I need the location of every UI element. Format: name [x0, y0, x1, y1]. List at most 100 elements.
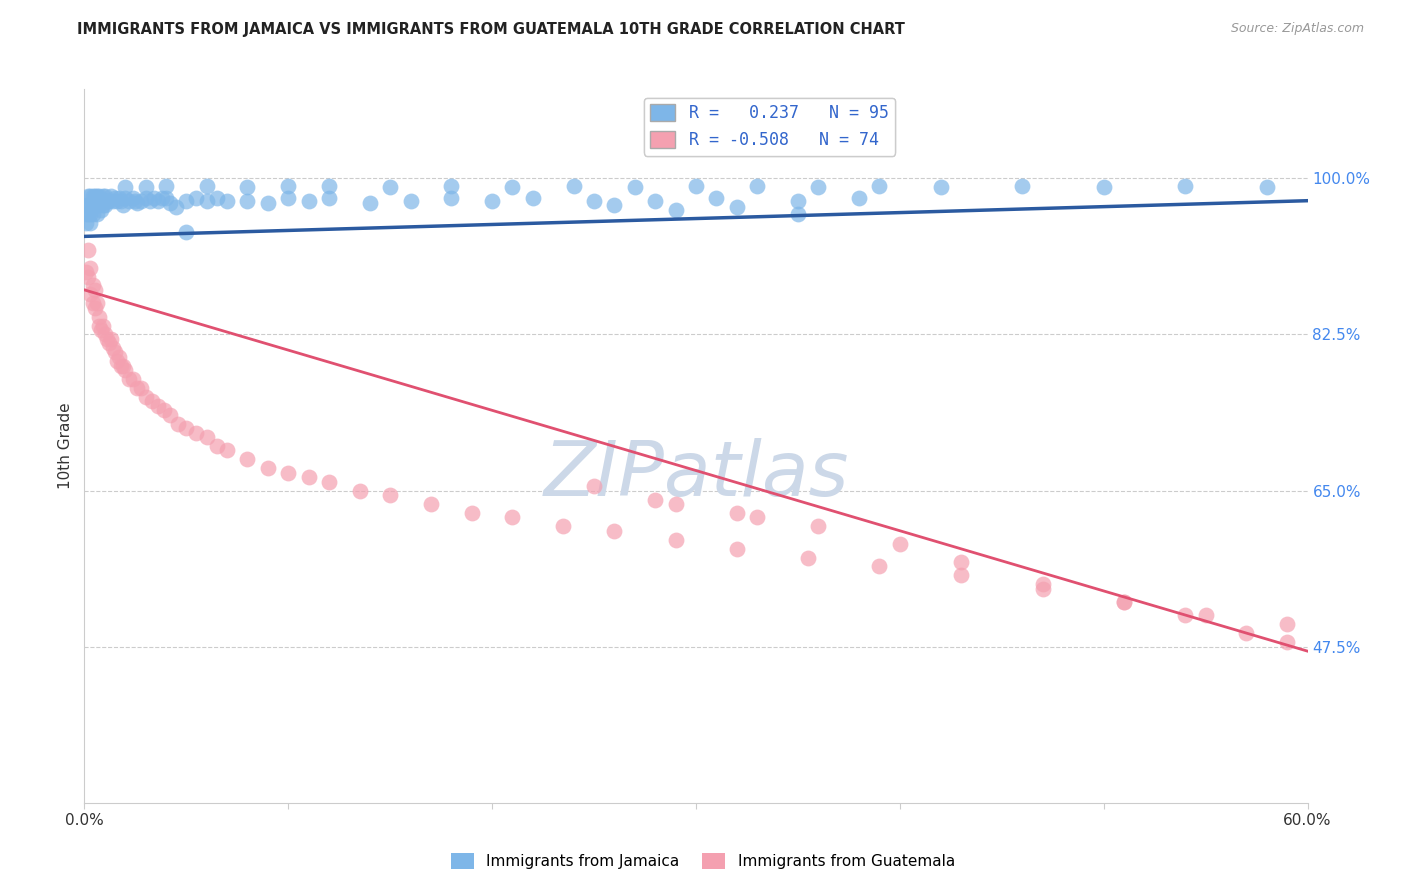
Point [101, 341, 124, 355]
Point [122, 372, 145, 386]
Point [105, 194, 128, 208]
Text: Source: ZipAtlas.com: Source: ZipAtlas.com [1230, 22, 1364, 36]
Point [105, 354, 128, 368]
Point [787, 194, 810, 208]
Point [83, 301, 105, 315]
Point [142, 191, 165, 205]
Point [135, 390, 157, 404]
Point [155, 178, 177, 193]
Point [583, 194, 606, 208]
Point [1174, 608, 1197, 623]
Point [86, 189, 108, 203]
Point [869, 178, 891, 193]
Point [91, 189, 114, 203]
Point [950, 568, 973, 582]
Point [75, 207, 97, 221]
Point [1236, 626, 1258, 640]
Point [747, 178, 769, 193]
Point [86, 207, 108, 221]
Point [91, 318, 114, 333]
Point [146, 399, 169, 413]
Point [461, 506, 484, 520]
Point [950, 555, 973, 569]
Point [1195, 608, 1218, 623]
Point [603, 524, 626, 538]
Point [114, 191, 136, 205]
Point [1032, 582, 1054, 596]
Point [108, 350, 131, 364]
Point [205, 439, 228, 453]
Point [87, 198, 110, 212]
Point [118, 372, 141, 386]
Point [562, 178, 585, 193]
Point [122, 191, 145, 205]
Point [165, 200, 187, 214]
Point [665, 202, 688, 217]
Point [236, 452, 259, 467]
Point [205, 191, 228, 205]
Point [257, 196, 280, 211]
Point [87, 189, 110, 203]
Point [807, 180, 830, 194]
Point [96, 332, 118, 346]
Point [82, 207, 104, 221]
Point [79, 216, 101, 230]
Point [87, 310, 110, 324]
Point [82, 198, 104, 212]
Point [257, 461, 280, 475]
Point [1032, 577, 1054, 591]
Point [1092, 180, 1115, 194]
Point [77, 269, 100, 284]
Point [93, 189, 115, 203]
Point [110, 359, 132, 373]
Point [75, 216, 97, 230]
Point [112, 359, 135, 373]
Point [869, 559, 891, 574]
Point [87, 318, 110, 333]
Point [114, 363, 136, 377]
Point [359, 196, 381, 211]
Point [77, 198, 100, 212]
Point [644, 492, 666, 507]
Point [86, 198, 108, 212]
Point [1256, 180, 1278, 194]
Point [75, 265, 97, 279]
Point [725, 200, 748, 214]
Point [1277, 617, 1299, 632]
Point [131, 381, 153, 395]
Point [159, 408, 181, 422]
Point [929, 180, 952, 194]
Point [153, 403, 176, 417]
Point [97, 194, 120, 208]
Point [174, 194, 197, 208]
Point [75, 198, 97, 212]
Point [349, 483, 371, 498]
Point [93, 327, 115, 342]
Point [101, 194, 124, 208]
Point [848, 191, 870, 205]
Point [97, 336, 120, 351]
Point [399, 194, 422, 208]
Point [77, 207, 100, 221]
Point [420, 497, 443, 511]
Point [77, 189, 100, 203]
Point [603, 198, 626, 212]
Point [159, 196, 181, 211]
Point [217, 194, 239, 208]
Point [104, 191, 127, 205]
Point [100, 189, 122, 203]
Point [90, 194, 112, 208]
Point [138, 194, 160, 208]
Point [167, 417, 190, 431]
Point [298, 470, 321, 484]
Point [141, 394, 163, 409]
Point [481, 194, 503, 208]
Point [79, 189, 101, 203]
Point [83, 283, 105, 297]
Point [127, 196, 149, 211]
Point [118, 194, 141, 208]
Point [124, 194, 146, 208]
Point [79, 260, 101, 275]
Point [502, 510, 524, 524]
Point [127, 381, 149, 395]
